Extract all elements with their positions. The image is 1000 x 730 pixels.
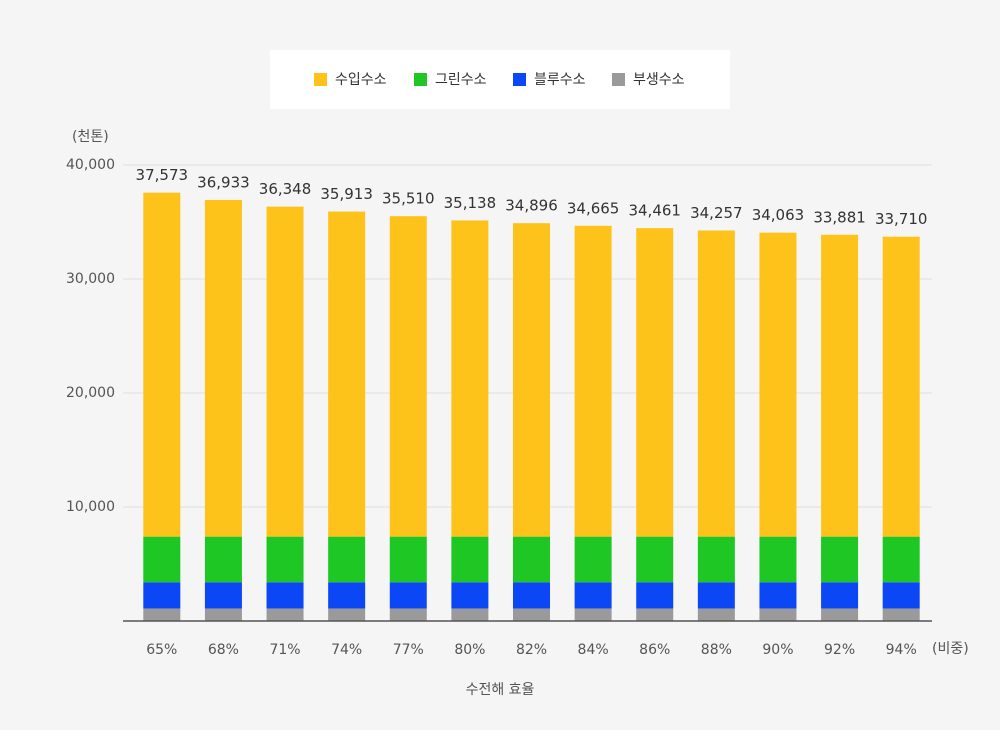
legend-swatch bbox=[414, 73, 427, 86]
bar-segment bbox=[513, 582, 550, 609]
bar-segment bbox=[697, 608, 735, 621]
legend-swatch bbox=[513, 73, 526, 86]
total-label: 36,348 bbox=[259, 180, 312, 198]
bar-segment bbox=[143, 608, 181, 621]
bar-segment bbox=[574, 608, 612, 621]
x-tick-label: 88% bbox=[701, 642, 732, 658]
y-tick-label: 40,000 bbox=[66, 157, 115, 173]
total-label: 37,573 bbox=[136, 166, 189, 184]
bar-segment bbox=[759, 536, 797, 583]
y-tick-label: 30,000 bbox=[66, 271, 115, 287]
bar-segment bbox=[574, 582, 612, 609]
bar-segment bbox=[697, 536, 735, 583]
x-tick-label: 80% bbox=[454, 642, 485, 658]
legend-label: 수입수소 bbox=[335, 72, 387, 88]
x-tick-label: 68% bbox=[208, 642, 239, 658]
legend-label: 부생수소 bbox=[633, 72, 685, 88]
x-tick-label: 77% bbox=[393, 642, 424, 658]
x-tick-label: 90% bbox=[762, 642, 793, 658]
bar-segment bbox=[513, 536, 550, 583]
total-label: 34,896 bbox=[505, 197, 558, 215]
bar-segment bbox=[821, 234, 859, 537]
bar-segment bbox=[697, 582, 735, 609]
bar-segment bbox=[821, 582, 859, 609]
total-label: 35,138 bbox=[444, 194, 497, 212]
x-tick-label: 92% bbox=[824, 642, 855, 658]
bar-segment bbox=[451, 608, 489, 621]
bar-segment bbox=[451, 220, 489, 537]
bar-segment bbox=[204, 582, 242, 609]
bar-segment bbox=[821, 536, 859, 583]
bar-segment bbox=[636, 582, 674, 609]
bar-segment bbox=[389, 216, 427, 537]
y-unit: (천톤) bbox=[72, 129, 109, 145]
bar-segment bbox=[882, 608, 920, 621]
legend-box bbox=[270, 50, 730, 109]
bar-segment bbox=[143, 582, 181, 609]
x-tick-label: 74% bbox=[331, 642, 362, 658]
legend-label: 그린수소 bbox=[435, 72, 487, 88]
bar-segment bbox=[204, 536, 242, 583]
x-tick-label: 84% bbox=[578, 642, 609, 658]
bar-segment bbox=[574, 225, 612, 537]
total-label: 34,257 bbox=[690, 204, 743, 222]
x-unit: (비중) bbox=[932, 641, 969, 657]
bar-segment bbox=[759, 232, 797, 537]
legend-swatch bbox=[314, 73, 327, 86]
bar-segment bbox=[389, 582, 427, 609]
bar-segment bbox=[204, 199, 242, 537]
legend-label: 블루수소 bbox=[534, 72, 586, 88]
bar-segment bbox=[882, 236, 920, 537]
x-tick-label: 86% bbox=[639, 642, 670, 658]
bar-segment bbox=[636, 536, 674, 583]
x-axis-title: 수전해 효율 bbox=[466, 682, 535, 698]
bar-segment bbox=[389, 536, 427, 583]
x-tick-label: 82% bbox=[516, 642, 547, 658]
x-tick-label: 65% bbox=[146, 642, 177, 658]
bar-segment bbox=[143, 536, 181, 583]
x-tick-label: 71% bbox=[269, 642, 300, 658]
bar-segment bbox=[451, 536, 489, 583]
total-label: 36,933 bbox=[197, 173, 250, 191]
bar-segment bbox=[266, 206, 304, 537]
total-label: 34,461 bbox=[628, 202, 681, 220]
bar-segment bbox=[636, 608, 674, 621]
bar-segment bbox=[328, 536, 366, 583]
total-label: 35,510 bbox=[382, 190, 435, 208]
bar-segment bbox=[513, 223, 550, 537]
total-label: 34,063 bbox=[752, 206, 805, 224]
y-tick-label: 10,000 bbox=[66, 499, 115, 515]
bar-segment bbox=[759, 608, 797, 621]
y-tick-label: 20,000 bbox=[66, 385, 115, 401]
bar-segment bbox=[143, 192, 181, 537]
bar-segment bbox=[266, 608, 304, 621]
bar-segment bbox=[328, 582, 366, 609]
legend-swatch bbox=[612, 73, 625, 86]
bar-segment bbox=[697, 230, 735, 537]
total-label: 33,881 bbox=[813, 208, 866, 226]
bar-segment bbox=[513, 608, 550, 621]
total-label: 34,665 bbox=[567, 199, 620, 217]
x-tick-label: 94% bbox=[886, 642, 917, 658]
total-label: 33,710 bbox=[875, 210, 928, 228]
bar-segment bbox=[636, 228, 674, 537]
bar-segment bbox=[389, 608, 427, 621]
bar-segment bbox=[759, 582, 797, 609]
bar-segment bbox=[451, 582, 489, 609]
bar-segment bbox=[328, 608, 366, 621]
bar-segment bbox=[266, 582, 304, 609]
bar-segment bbox=[204, 608, 242, 621]
total-label: 35,913 bbox=[320, 185, 373, 203]
bar-segment bbox=[882, 536, 920, 583]
bar-segment bbox=[328, 211, 366, 537]
bar-segment bbox=[574, 536, 612, 583]
bar-segment bbox=[821, 608, 859, 621]
bar-segment bbox=[266, 536, 304, 583]
bar-segment bbox=[882, 582, 920, 609]
